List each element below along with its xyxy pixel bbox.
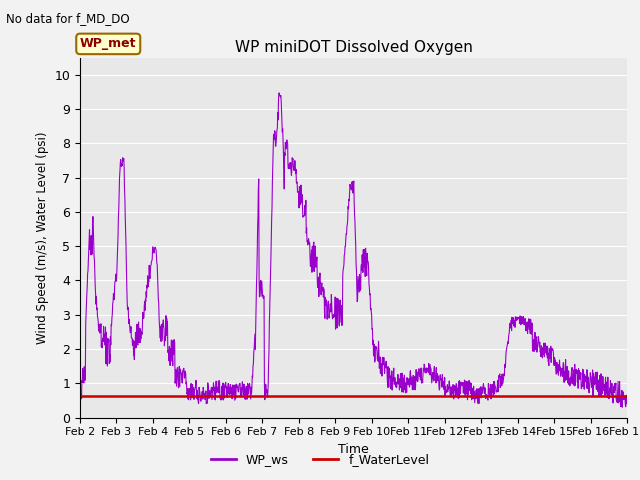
WP_ws — [559, 373, 566, 379]
f_WaterLevel — [40, 393, 47, 399]
Legend: WP_ws, f_WaterLevel: WP_ws, f_WaterLevel — [205, 448, 435, 471]
Text: No data for f_MD_DO: No data for f_MD_DO — [6, 12, 130, 25]
X-axis label: Time: Time — [338, 443, 369, 456]
WP_ws — [439, 380, 447, 386]
WP_ws — [76, 394, 84, 399]
Text: WP_met: WP_met — [80, 37, 136, 50]
Y-axis label: Wind Speed (m/s), Water Level (psi): Wind Speed (m/s), Water Level (psi) — [36, 132, 49, 344]
WP_ws — [618, 404, 626, 410]
WP_ws — [511, 317, 518, 323]
Title: WP miniDOT Dissolved Oxygen: WP miniDOT Dissolved Oxygen — [235, 40, 472, 55]
WP_ws — [623, 393, 631, 399]
WP_ws — [198, 392, 205, 397]
Line: WP_ws: WP_ws — [80, 93, 627, 407]
f_WaterLevel — [3, 393, 11, 399]
WP_ws — [275, 90, 283, 96]
WP_ws — [259, 292, 267, 298]
WP_ws — [184, 397, 192, 403]
